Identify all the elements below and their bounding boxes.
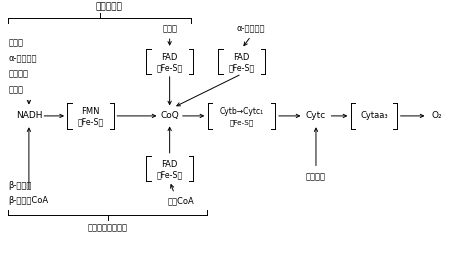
- Text: Cytaa₃: Cytaa₃: [360, 111, 388, 121]
- Text: 三羧酸循环: 三羧酸循环: [95, 2, 122, 11]
- Text: Cytb→Cytc₁: Cytb→Cytc₁: [219, 107, 264, 116]
- Text: （Fe-S）: （Fe-S）: [229, 119, 254, 125]
- Text: CoQ: CoQ: [160, 111, 179, 121]
- Text: （Fe-S）: （Fe-S）: [228, 63, 255, 72]
- Text: FMN: FMN: [82, 107, 100, 116]
- Text: （Fe-S）: （Fe-S）: [156, 63, 183, 72]
- Text: NADH: NADH: [16, 111, 42, 121]
- Text: 琥珀酸: 琥珀酸: [162, 24, 177, 33]
- Text: FAD: FAD: [162, 53, 178, 62]
- Text: 苹果酸: 苹果酸: [9, 38, 23, 47]
- Text: 脂酰CoA: 脂酰CoA: [168, 196, 195, 205]
- Text: （Fe-S）: （Fe-S）: [156, 170, 183, 179]
- Text: FAD: FAD: [234, 53, 250, 62]
- Text: 抗坏血酸: 抗坏血酸: [306, 172, 326, 181]
- Text: Cytc: Cytc: [306, 111, 326, 121]
- Text: 异柠檬酸: 异柠檬酸: [9, 70, 28, 79]
- Text: （Fe-S）: （Fe-S）: [78, 118, 104, 127]
- Text: FAD: FAD: [162, 160, 178, 169]
- Text: β-羟脂酰CoA: β-羟脂酰CoA: [9, 196, 48, 205]
- Text: 丙酮酸: 丙酮酸: [9, 86, 23, 95]
- Text: β-羟丁酸: β-羟丁酸: [9, 181, 32, 190]
- Text: 脂肪酸和酮体氧化: 脂肪酸和酮体氧化: [88, 224, 128, 233]
- Text: O₂: O₂: [431, 111, 442, 121]
- Text: α-磷酸甘油: α-磷酸甘油: [237, 24, 265, 33]
- Text: α-酮戊二酸: α-酮戊二酸: [9, 54, 37, 63]
